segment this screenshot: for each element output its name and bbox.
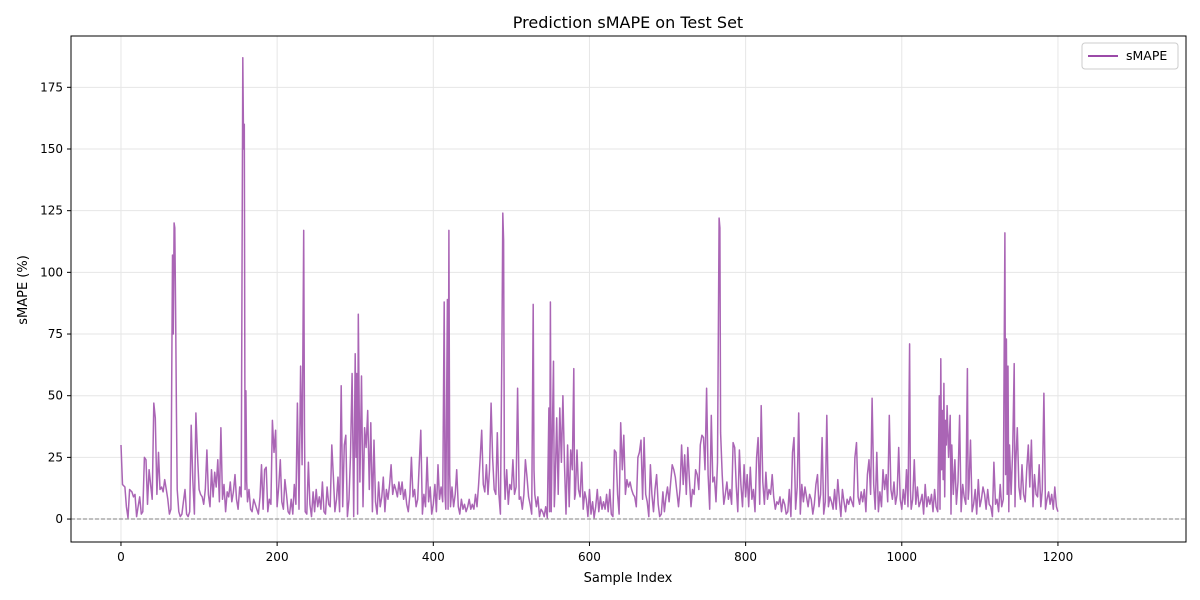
y-tick-label: 175 bbox=[40, 80, 63, 94]
y-tick-label: 75 bbox=[48, 327, 63, 341]
legend-label-smape: sMAPE bbox=[1126, 48, 1167, 63]
x-tick-label: 1200 bbox=[1043, 550, 1074, 564]
x-axis-ticks: 0 200 400 600 800 1000 1200 bbox=[117, 542, 1073, 564]
y-tick-label: 0 bbox=[55, 512, 63, 526]
x-tick-label: 400 bbox=[422, 550, 445, 564]
y-tick-label: 50 bbox=[48, 389, 63, 403]
x-axis-label: Sample Index bbox=[584, 571, 673, 586]
y-axis-label: sMAPE (%) bbox=[16, 255, 31, 325]
series-layer bbox=[120, 56, 1059, 519]
y-tick-label: 150 bbox=[40, 142, 63, 156]
plot-area-frame bbox=[70, 35, 1187, 543]
legend: sMAPE bbox=[1081, 42, 1179, 70]
y-tick-label: 125 bbox=[40, 204, 63, 218]
grid-lines bbox=[71, 36, 1186, 542]
y-tick-label: 100 bbox=[40, 265, 63, 279]
chart-title: Prediction sMAPE on Test Set bbox=[513, 13, 743, 32]
x-tick-label: 1000 bbox=[887, 550, 918, 564]
x-tick-label: 600 bbox=[578, 550, 601, 564]
x-tick-label: 800 bbox=[734, 550, 757, 564]
legend-box bbox=[1081, 42, 1179, 70]
y-tick-label: 25 bbox=[48, 450, 63, 464]
y-axis-ticks: 0 25 50 75 100 125 150 175 bbox=[40, 80, 71, 526]
x-tick-label: 0 bbox=[117, 550, 125, 564]
x-tick-label: 200 bbox=[266, 550, 289, 564]
series-line-smape bbox=[120, 56, 1059, 519]
